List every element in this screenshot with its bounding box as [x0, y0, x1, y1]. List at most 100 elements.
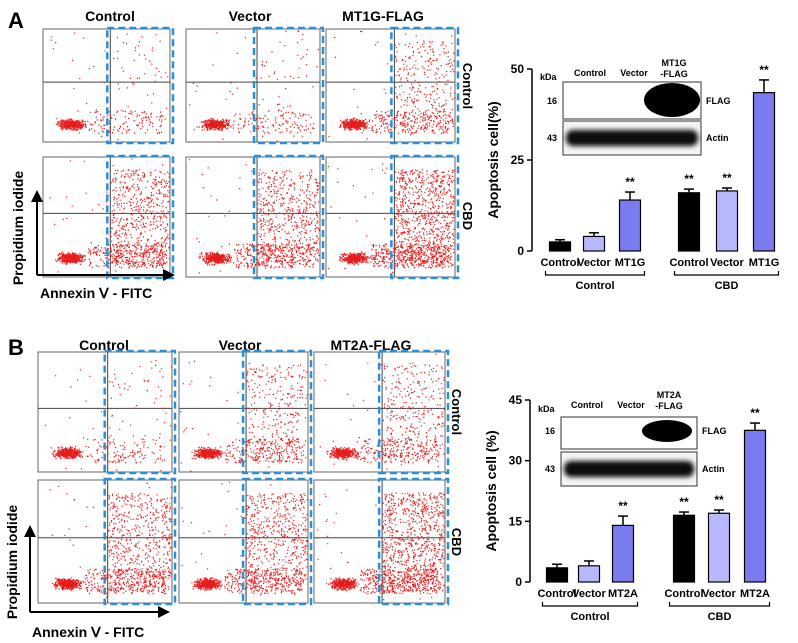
- col-label-b-3: MT2A-FLAG: [331, 337, 412, 353]
- category-label-4: Vector: [710, 257, 744, 269]
- blot-a-label-actin: Actin: [706, 133, 729, 143]
- flow-b-r1-c3-gate: [377, 349, 450, 475]
- blot-b-lane-1: Control: [571, 400, 603, 410]
- flow-a-r2-c1-events: [49, 158, 171, 273]
- group-bracket-0: [541, 602, 639, 607]
- significance-2: **: [618, 499, 628, 513]
- flow-plots-a: [42, 26, 460, 280]
- flow-a-r1-c1-events: [50, 32, 169, 141]
- category-label-5: MT2A: [740, 588, 770, 600]
- bar-3: [672, 514, 696, 583]
- x-axis-label-a: Annexin Ⅴ - FITC: [40, 285, 152, 301]
- category-label-1: Vector: [572, 588, 606, 600]
- y-tick-label-0: 0: [515, 575, 522, 589]
- flow-a-r1-c1-gate: [106, 26, 175, 145]
- flow-a-r2-c1-gate: [106, 154, 175, 280]
- bar-3: [677, 192, 701, 252]
- panel-b-letter: B: [8, 335, 24, 360]
- bar-0: [545, 567, 569, 583]
- y-arrowhead-b: [24, 525, 36, 537]
- western-blot-b: kDa Control Vector MT2A -FLAG 16 43 FLAG …: [538, 390, 727, 487]
- category-label-2: MT2A: [608, 588, 638, 600]
- flow-b-r2-c2: [178, 477, 313, 606]
- flow-a-r1-c3-events: [328, 30, 456, 140]
- col-label-b-2: Vector: [219, 337, 262, 353]
- flow-a-r2-c1: [42, 154, 175, 280]
- bar-1: [582, 235, 606, 252]
- flow-a-r2-c2-events: [188, 159, 321, 274]
- bar-2: [611, 524, 635, 583]
- flow-a-r2-c2: [185, 154, 325, 280]
- blot-b-label-flag: FLAG: [702, 426, 727, 436]
- blot-a-kda-43: 43: [547, 133, 557, 143]
- category-label-3: Control: [669, 257, 708, 269]
- x-arrowhead-a: [163, 269, 175, 281]
- bar-0: [548, 241, 572, 252]
- y-axis-label-b: Propidium iodide: [4, 505, 20, 620]
- category-label-4: Vector: [702, 588, 736, 600]
- x-arrowhead-b: [158, 606, 170, 618]
- blot-a-kda: kDa: [540, 72, 558, 82]
- blot-b-kda-16: 16: [545, 426, 555, 436]
- bar-5: [743, 429, 767, 583]
- bar-5: [752, 92, 776, 252]
- blot-b-actin-band: [564, 461, 694, 477]
- significance-5: **: [750, 406, 760, 420]
- flow-a-r1-c2: [185, 26, 325, 145]
- group-label-1: CBD: [715, 280, 739, 292]
- flow-a-r1-c3-gate: [390, 26, 460, 145]
- row-label-b-2: CBD: [449, 528, 464, 556]
- panel-a-letter: A: [8, 8, 24, 33]
- flow-b-r2-c1-gate: [103, 477, 177, 606]
- significance-4: **: [714, 493, 724, 507]
- y-arrowhead-a: [31, 190, 43, 202]
- blot-b-lane-3: MT2A -FLAG: [655, 390, 683, 411]
- blot-b-flag-band: [642, 420, 692, 442]
- group-label-0: Control: [575, 280, 614, 292]
- blot-a-lane-2: Vector: [620, 68, 648, 78]
- y-tick-label-3: 45: [509, 393, 523, 407]
- significance-5: **: [759, 63, 769, 77]
- x-axis-label-b: Annexin Ⅴ - FITC: [32, 624, 144, 640]
- bar-2: [618, 199, 642, 252]
- y-tick-label-2: 30: [509, 454, 523, 468]
- flow-b-r1-c1-gate: [103, 349, 177, 475]
- flow-a-r1-c2-events: [189, 30, 320, 142]
- col-label-a-1: Control: [85, 8, 135, 24]
- flow-a-r1-c3: [325, 26, 460, 145]
- flow-a-r1-c2-gate: [252, 26, 325, 145]
- col-label-a-3: MT1G-FLAG: [342, 8, 424, 24]
- flow-b-r2-c3-gate: [377, 477, 450, 606]
- flow-b-r1-c1: [37, 349, 177, 475]
- category-label-0: Control: [537, 588, 576, 600]
- flow-b-r2-c1: [37, 477, 177, 606]
- panel-a: A Control Vector MT1G-FLAG Control CBD P…: [8, 8, 779, 301]
- y-tick-label-0: 0: [517, 244, 524, 258]
- blot-b-kda: kDa: [538, 404, 556, 414]
- western-blot-a: kDa Control Vector MT1G -FLAG 16 43 FLAG …: [540, 58, 731, 156]
- y-axis-label: Apoptosis cell (%): [483, 430, 499, 551]
- flow-b-r2-c3: [313, 477, 450, 606]
- y-tick-label-1: 15: [509, 514, 523, 528]
- flow-b-r1-c1-events: [45, 360, 173, 472]
- group-bracket-1: [668, 602, 771, 607]
- category-label-5: MT1G: [749, 257, 780, 269]
- category-label-3: Control: [664, 588, 703, 600]
- y-axis-label: Apoptosis cell(%): [485, 101, 501, 218]
- bar-4: [715, 190, 739, 252]
- bar-1: [577, 565, 601, 583]
- flow-a-r2-c3-gate: [390, 154, 460, 280]
- significance-4: **: [722, 171, 732, 185]
- significance-2: **: [625, 175, 635, 189]
- group-label-1: CBD: [708, 611, 732, 623]
- blot-a-kda-16: 16: [547, 96, 557, 106]
- bar-4: [707, 512, 731, 583]
- blot-b-lane-2: Vector: [617, 400, 645, 410]
- blot-a-lane-3: MT1G -FLAG: [660, 58, 688, 79]
- flow-b-r1-c3-events: [319, 353, 446, 472]
- y-axis-label-a: Propidium iodide: [10, 171, 26, 286]
- blot-a-flag-band: [644, 83, 700, 117]
